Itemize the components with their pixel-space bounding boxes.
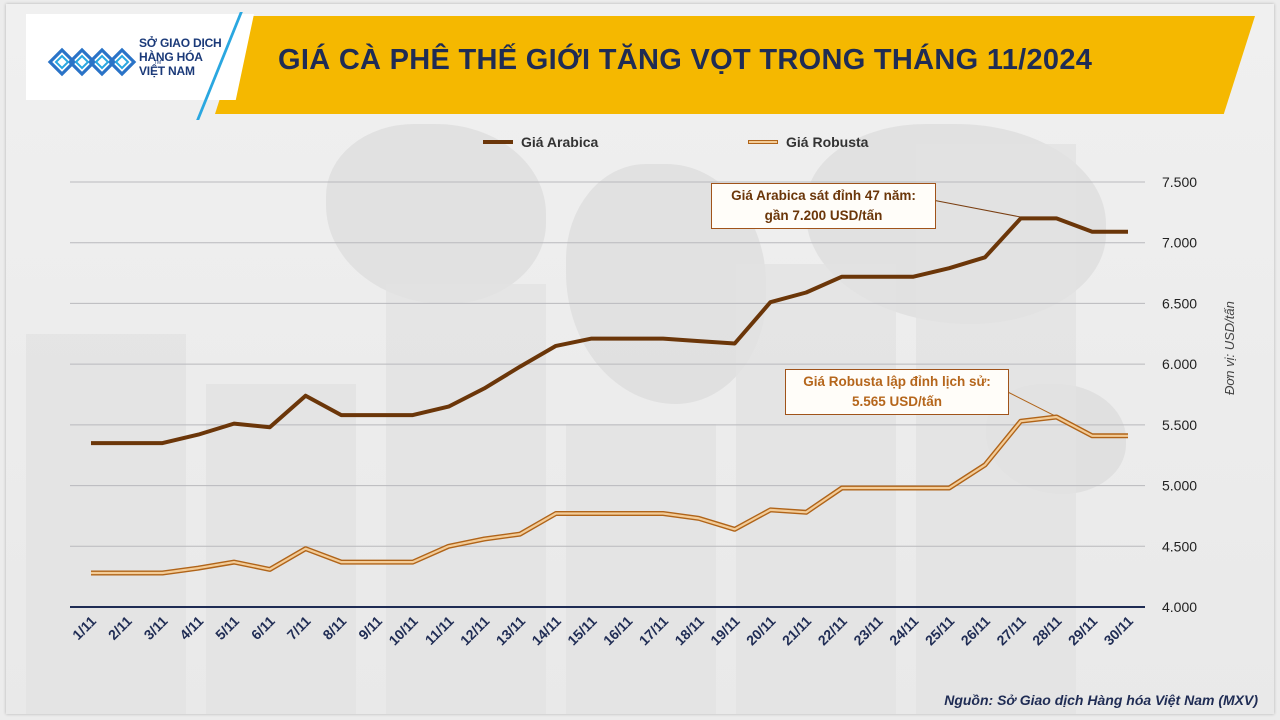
- background-bar: [566, 424, 716, 714]
- x-tick-label: 23/11: [850, 613, 886, 649]
- background-bar: [26, 334, 186, 714]
- series-line-robusta-outline: [91, 414, 1128, 576]
- logo-box: TM SỞ GIAO DỊCH HÀNG HÓA VIỆT NAM: [26, 14, 254, 100]
- logo-line-1: SỞ GIAO DỊCH: [139, 36, 222, 50]
- logo-text: SỞ GIAO DỊCH HÀNG HÓA VIỆT NAM: [139, 36, 222, 78]
- annotation-robusta-line-1: Giá Robusta lập đỉnh lịch sử:: [803, 374, 991, 389]
- x-tick-label: 20/11: [743, 613, 779, 649]
- annotation-robusta-leader: [999, 387, 1058, 418]
- x-tick-label: 12/11: [457, 613, 493, 649]
- x-tick-label: 13/11: [493, 613, 529, 649]
- background-bar: [916, 144, 1076, 714]
- x-tick-label: 25/11: [922, 613, 958, 649]
- legend-swatch-arabica: [483, 140, 513, 144]
- legend-label-robusta: Giá Robusta: [786, 134, 869, 150]
- y-tick-label: 7.500: [1162, 174, 1197, 190]
- x-tick-label: 28/11: [1029, 613, 1065, 649]
- annotation-arabica-line-1: Giá Arabica sát đỉnh 47 năm:: [731, 188, 916, 203]
- annotation-robusta: Giá Robusta lập đỉnh lịch sử: 5.565 USD/…: [785, 369, 1009, 415]
- x-tick-label: 5/11: [212, 613, 242, 643]
- x-tick-label: 17/11: [636, 613, 672, 649]
- x-tick-label: 26/11: [958, 613, 994, 649]
- x-tick-label: 21/11: [779, 613, 815, 649]
- y-tick-label: 4.000: [1162, 599, 1197, 615]
- legend-label-arabica: Giá Arabica: [521, 134, 599, 150]
- y-tick-label: 6.000: [1162, 356, 1197, 372]
- x-tick-label: 24/11: [886, 613, 922, 649]
- trademark-mark: TM: [154, 60, 162, 66]
- background-bar: [206, 384, 356, 714]
- series-line-arabica: [91, 216, 1128, 446]
- x-tick-label: 4/11: [176, 613, 206, 643]
- y-tick-label: 6.500: [1162, 295, 1197, 311]
- x-tick-label: 16/11: [600, 613, 636, 649]
- x-tick-label: 7/11: [284, 613, 314, 643]
- y-tick-label: 7.000: [1162, 235, 1197, 251]
- legend-item-arabica: Giá Arabica: [483, 134, 598, 150]
- y-tick-label: 5.000: [1162, 478, 1197, 494]
- annotation-arabica-line-2: gần 7.200 USD/tấn: [764, 208, 883, 223]
- legend-swatch-robusta: [748, 140, 778, 144]
- chart-title: GIÁ CÀ PHÊ THẾ GIỚI TĂNG VỌT TRONG THÁNG…: [278, 44, 1093, 76]
- y-tick-label: 4.500: [1162, 538, 1197, 554]
- annotation-robusta-line-2: 5.565 USD/tấn: [851, 394, 943, 409]
- series-line-robusta: [91, 415, 1128, 575]
- mxv-logo-icon: [47, 47, 137, 77]
- x-tick-label: 11/11: [422, 613, 457, 648]
- source-note: Nguồn: Sở Giao dịch Hàng hóa Việt Nam (M…: [944, 692, 1258, 708]
- logo-line-2: HÀNG HÓA: [139, 50, 203, 64]
- x-tick-label: 18/11: [671, 613, 707, 649]
- x-tick-label: 3/11: [141, 613, 171, 643]
- y-axis-unit-label: Đơn vị: USD/tấn: [1222, 301, 1237, 395]
- x-tick-label: 8/11: [319, 613, 349, 643]
- world-map-background: [326, 124, 546, 304]
- logo-line-3: VIỆT NAM: [139, 64, 195, 78]
- x-tick-label: 22/11: [815, 613, 851, 649]
- background-bar: [386, 284, 546, 714]
- annotation-arabica: Giá Arabica sát đỉnh 47 năm: gần 7.200 U…: [711, 183, 936, 229]
- x-tick-label: 27/11: [993, 613, 1029, 649]
- annotation-arabica-leader: [921, 197, 1029, 219]
- title-banner: [215, 16, 1255, 114]
- x-tick-label: 29/11: [1065, 613, 1101, 649]
- x-tick-label: 10/11: [385, 613, 421, 649]
- x-tick-label: 6/11: [248, 613, 278, 643]
- x-tick-label: 1/11: [69, 613, 99, 643]
- x-tick-label: 15/11: [564, 613, 600, 649]
- legend-item-robusta: Giá Robusta: [748, 134, 868, 150]
- x-tick-label: 19/11: [707, 613, 743, 649]
- x-tick-label: 9/11: [355, 613, 385, 643]
- x-tick-label: 14/11: [528, 613, 564, 649]
- y-tick-label: 5.500: [1162, 417, 1197, 433]
- x-tick-label: 2/11: [105, 613, 135, 643]
- x-tick-label: 30/11: [1101, 613, 1137, 649]
